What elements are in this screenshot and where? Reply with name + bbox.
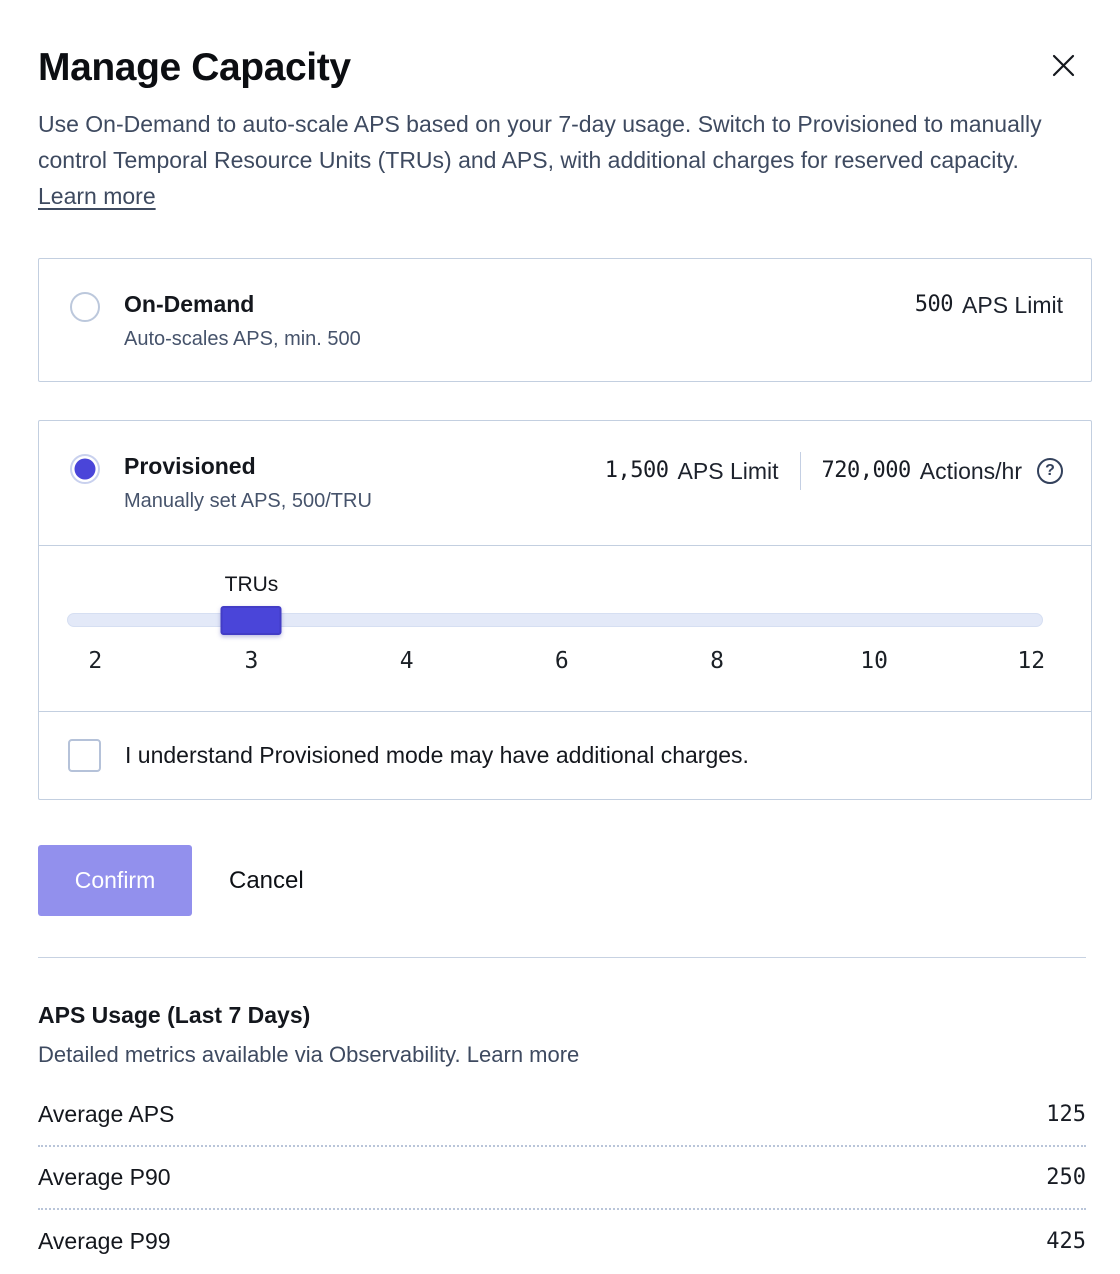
action-buttons: Confirm Cancel — [38, 845, 1092, 916]
on-demand-radio[interactable] — [70, 292, 100, 322]
provisioned-aps-unit: APS Limit — [677, 458, 779, 484]
tru-slider: TRUs 2 3 4 6 8 10 12 — [67, 546, 1046, 711]
table-row: Average P99 425 — [38, 1210, 1086, 1273]
provisioned-text: Provisioned Manually set APS, 500/TRU — [124, 452, 372, 513]
row-value-average-p99: 425 — [1046, 1229, 1086, 1254]
row-label-average-p99: Average P99 — [38, 1228, 171, 1254]
provisioned-radio[interactable] — [70, 454, 100, 484]
close-button[interactable] — [1048, 52, 1078, 82]
slider-tick-12: 12 — [1017, 648, 1046, 674]
slider-tick-10: 10 — [860, 648, 888, 674]
aps-usage-section: APS Usage (Last 7 Days) Detailed metrics… — [38, 1002, 1092, 1273]
usage-subtitle-text: Detailed metrics available via Observabi… — [38, 1042, 461, 1067]
usage-table: Average APS 125 Average P90 250 Average … — [38, 1084, 1086, 1273]
learn-more-link[interactable]: Learn more — [38, 183, 156, 209]
provisioned-subtitle: Manually set APS, 500/TRU — [124, 490, 372, 512]
usage-title: APS Usage (Last 7 Days) — [38, 1002, 311, 1028]
tru-slider-section: TRUs 2 3 4 6 8 10 12 — [39, 545, 1091, 711]
close-icon — [1050, 54, 1077, 82]
acknowledgement-checkbox[interactable] — [68, 739, 101, 772]
slider-tick-2: 2 — [88, 648, 103, 674]
row-label-average-p90: Average P90 — [38, 1164, 171, 1190]
provisioned-aps-value: 1,500 — [604, 458, 669, 483]
cancel-button[interactable]: Cancel — [229, 866, 304, 894]
on-demand-aps-unit: APS Limit — [962, 292, 1063, 318]
page-title: Manage Capacity — [38, 46, 351, 89]
usage-subtitle: Detailed metrics available via Observabi… — [38, 1042, 1092, 1068]
slider-tick-6: 6 — [554, 648, 569, 674]
slider-label: TRUs — [224, 573, 279, 596]
table-row: Average P90 250 — [38, 1147, 1086, 1210]
slider-tick-3: 3 — [244, 648, 259, 674]
provisioned-title: Provisioned — [124, 453, 256, 479]
provisioned-stats: 1,500 APS Limit 720,000 Actions/hr ? — [605, 452, 1063, 490]
provisioned-rate-value: 720,000 — [821, 458, 912, 483]
dialog-description: Use On-Demand to auto-scale APS based on… — [38, 106, 1083, 214]
confirm-button[interactable]: Confirm — [38, 845, 192, 916]
slider-tick-4: 4 — [399, 648, 414, 674]
slider-tick-8: 8 — [710, 648, 724, 674]
on-demand-aps-value: 500 — [914, 292, 954, 317]
row-value-average-aps: 125 — [1046, 1102, 1086, 1127]
slider-thumb[interactable] — [220, 606, 282, 635]
provisioned-rate-unit: Actions/hr — [919, 458, 1022, 484]
on-demand-option-card[interactable]: On-Demand Auto-scales APS, min. 500 500 … — [38, 258, 1092, 382]
on-demand-text: On-Demand Auto-scales APS, min. 500 — [124, 290, 361, 351]
section-divider — [38, 957, 1086, 958]
on-demand-stats: 500 APS Limit — [915, 290, 1063, 320]
dialog-header: Manage Capacity — [38, 46, 1092, 90]
stats-divider — [799, 452, 801, 490]
description-text: Use On-Demand to auto-scale APS based on… — [38, 111, 1042, 173]
acknowledgement-label: I understand Provisioned mode may have a… — [125, 742, 749, 768]
usage-learn-more-link[interactable]: Learn more — [466, 1042, 580, 1067]
help-icon[interactable]: ? — [1037, 458, 1063, 484]
table-row: Average APS 125 — [38, 1084, 1086, 1147]
acknowledgement-section: I understand Provisioned mode may have a… — [39, 711, 1091, 799]
provisioned-option-group: Provisioned Manually set APS, 500/TRU 1,… — [38, 420, 1092, 800]
row-value-average-p90: 250 — [1046, 1165, 1086, 1190]
on-demand-title: On-Demand — [124, 291, 255, 317]
on-demand-subtitle: Auto-scales APS, min. 500 — [124, 328, 361, 350]
row-label-average-aps: Average APS — [38, 1101, 175, 1127]
provisioned-option-card[interactable]: Provisioned Manually set APS, 500/TRU 1,… — [39, 421, 1091, 545]
slider-track[interactable] — [67, 613, 1043, 627]
